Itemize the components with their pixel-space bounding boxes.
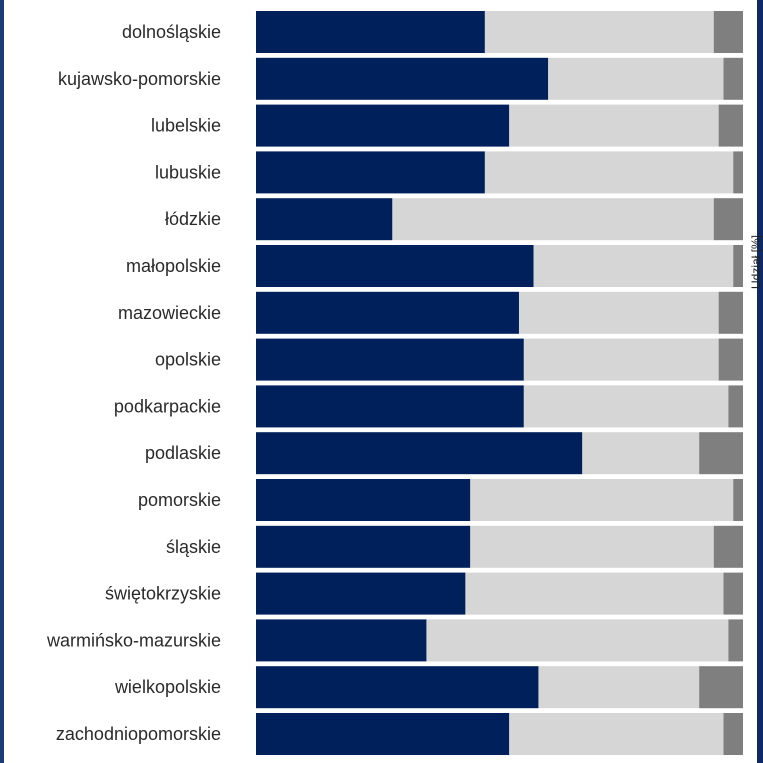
bar-malopolskie-segment-1 — [256, 245, 534, 287]
bar-malopolskie-segment-2 — [533, 245, 734, 287]
category-label-warminsko-mazurskie: warmińsko-mazurskie — [46, 630, 221, 650]
bar-lodzkie-segment-3 — [713, 198, 743, 241]
bar-slaskie-segment-1 — [256, 525, 471, 568]
bar-malopolskie-segment-3 — [733, 245, 743, 287]
bar-swietokrzyskie-segment-3 — [723, 572, 743, 615]
category-label-wielkopolskie: wielkopolskie — [114, 677, 221, 697]
category-label-dolnoslaskie: dolnośląskie — [122, 22, 221, 42]
left-border — [0, 0, 4, 763]
bar-zachodniopomorskie-segment-2 — [509, 713, 724, 755]
bar-zachodniopomorskie-segment-3 — [723, 713, 743, 755]
bar-slaskie-segment-2 — [470, 525, 714, 568]
bar-lubuskie-segment-3 — [733, 151, 743, 194]
bars-group — [256, 11, 743, 755]
category-label-kujawsko-pomorskie: kujawsko-pomorskie — [58, 69, 221, 89]
category-label-malopolskie: małopolskie — [126, 256, 221, 276]
value-axis-label: Udział [%] — [749, 235, 763, 289]
right-border — [757, 0, 763, 763]
bar-lubuskie-segment-1 — [256, 151, 485, 194]
bar-opolskie-segment-2 — [523, 338, 719, 381]
bar-wielkopolskie-segment-2 — [538, 666, 700, 709]
bar-opolskie-segment-3 — [718, 338, 743, 381]
bar-podlaskie-segment-2 — [582, 432, 700, 475]
category-label-podkarpackie: podkarpackie — [114, 396, 221, 416]
category-label-zachodniopomorskie: zachodniopomorskie — [56, 724, 221, 744]
bar-lodzkie-segment-2 — [392, 198, 714, 241]
bar-mazowieckie-segment-3 — [718, 291, 743, 334]
bar-lubuskie-segment-2 — [484, 151, 734, 194]
bar-zachodniopomorskie-segment-1 — [256, 713, 510, 755]
bar-dolnoslaskie-segment-3 — [713, 11, 743, 53]
bar-mazowieckie-segment-2 — [518, 291, 719, 334]
category-label-lubelskie: lubelskie — [151, 116, 221, 136]
category-label-lubuskie: lubuskie — [155, 162, 221, 182]
bar-mazowieckie-segment-1 — [256, 291, 519, 334]
bar-wielkopolskie-segment-1 — [256, 666, 539, 709]
bar-kujawsko-pomorskie-segment-2 — [548, 57, 724, 100]
bar-kujawsko-pomorskie-segment-1 — [256, 57, 549, 100]
bar-lubelskie-segment-2 — [509, 104, 719, 147]
bar-swietokrzyskie-segment-2 — [465, 572, 724, 615]
category-label-lodzkie: łódzkie — [165, 209, 221, 229]
category-label-opolskie: opolskie — [155, 350, 221, 370]
bar-dolnoslaskie-segment-2 — [484, 11, 714, 53]
bar-dolnoslaskie-segment-1 — [256, 11, 485, 53]
bar-podkarpackie-segment-2 — [523, 385, 729, 428]
bar-pomorskie-segment-3 — [733, 479, 743, 521]
bar-lubelskie-segment-1 — [256, 104, 510, 147]
bar-podlaskie-segment-3 — [699, 432, 743, 475]
category-labels-group: dolnośląskie kujawsko-pomorskie lubelskie l… — [46, 22, 221, 744]
bar-warminsko-mazurskie-segment-1 — [256, 619, 427, 662]
bar-kujawsko-pomorskie-segment-3 — [723, 57, 743, 100]
bar-warminsko-mazurskie-segment-3 — [728, 619, 743, 662]
category-label-pomorskie: pomorskie — [138, 490, 221, 510]
bar-wielkopolskie-segment-3 — [699, 666, 743, 709]
category-label-mazowieckie: mazowieckie — [118, 303, 221, 323]
bar-opolskie-segment-1 — [256, 338, 524, 381]
bar-lubelskie-segment-3 — [718, 104, 743, 147]
category-label-podlaskie: podlaskie — [145, 443, 221, 463]
bar-pomorskie-segment-2 — [470, 479, 734, 521]
category-label-swietokrzyskie: świętokrzyskie — [105, 584, 221, 604]
bar-podlaskie-segment-1 — [256, 432, 583, 475]
bar-pomorskie-segment-1 — [256, 479, 471, 521]
bar-slaskie-segment-3 — [713, 525, 743, 568]
bar-warminsko-mazurskie-segment-2 — [426, 619, 729, 662]
bar-podkarpackie-segment-1 — [256, 385, 524, 428]
bar-podkarpackie-segment-3 — [728, 385, 743, 428]
bar-swietokrzyskie-segment-1 — [256, 572, 466, 615]
bar-lodzkie-segment-1 — [256, 198, 393, 241]
category-label-slaskie: śląskie — [166, 537, 221, 557]
